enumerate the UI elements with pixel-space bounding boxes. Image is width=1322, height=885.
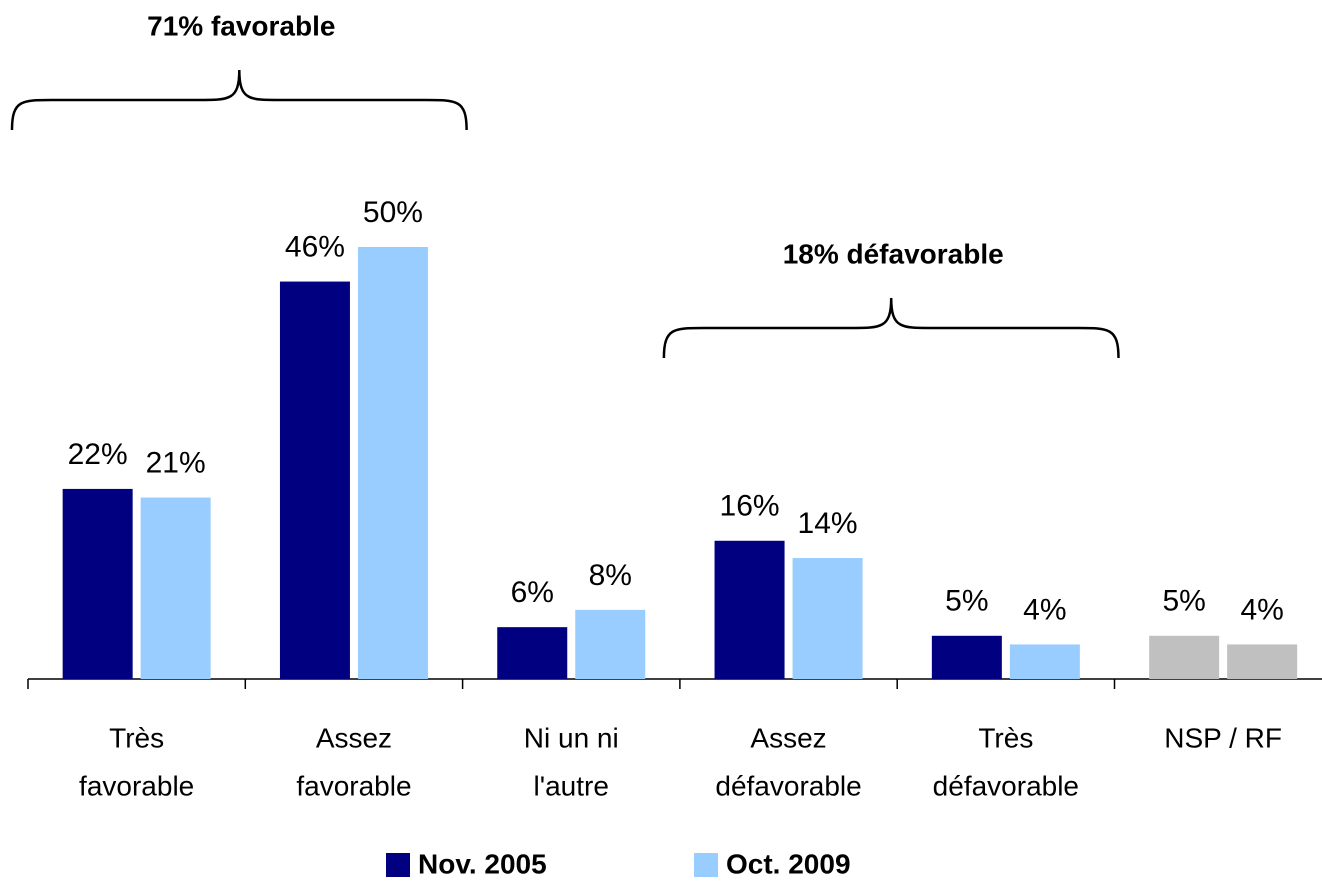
legend-swatch [694, 853, 718, 877]
brace [10, 69, 468, 131]
bar [714, 540, 785, 679]
value-label: 50% [363, 196, 423, 229]
bar [1009, 644, 1080, 679]
bar [497, 627, 568, 679]
value-label: 14% [798, 507, 858, 540]
bar [931, 635, 1002, 679]
bar [140, 497, 211, 679]
bar [62, 488, 133, 679]
x-tick-label: NSP / RF [1164, 722, 1282, 753]
bar [1227, 644, 1298, 679]
value-label: 6% [511, 576, 554, 609]
x-tick-label: Très [978, 722, 1033, 753]
x-tick-label: Ni un ni [524, 722, 619, 753]
legend-label: Oct. 2009 [726, 848, 851, 879]
bar [792, 558, 863, 679]
x-tick-label: défavorable [715, 770, 861, 801]
x-tick-label: Assez [750, 722, 826, 753]
annotation: 71% favorable [147, 10, 335, 41]
value-label: 16% [720, 490, 780, 523]
legend-swatch [386, 853, 410, 877]
value-label: 5% [1162, 585, 1205, 618]
value-label: 21% [146, 446, 206, 479]
value-label: 5% [945, 585, 988, 618]
x-tick-label: défavorable [933, 770, 1079, 801]
legend-label: Nov. 2005 [418, 848, 547, 879]
brace [662, 297, 1120, 359]
value-label: 46% [285, 230, 345, 263]
x-tick-label: favorable [296, 770, 411, 801]
bar [1149, 635, 1220, 679]
x-tick-label: favorable [79, 770, 194, 801]
x-tick-label: Assez [316, 722, 392, 753]
value-label: 22% [68, 438, 128, 471]
value-label: 8% [589, 559, 632, 592]
bar [575, 609, 646, 679]
value-label: 4% [1023, 593, 1066, 626]
x-tick-label: l'autre [534, 770, 609, 801]
bar [279, 281, 350, 679]
bar [357, 247, 428, 679]
annotation: 18% défavorable [783, 238, 1004, 269]
value-label: 4% [1240, 593, 1283, 626]
x-tick-label: Très [109, 722, 164, 753]
